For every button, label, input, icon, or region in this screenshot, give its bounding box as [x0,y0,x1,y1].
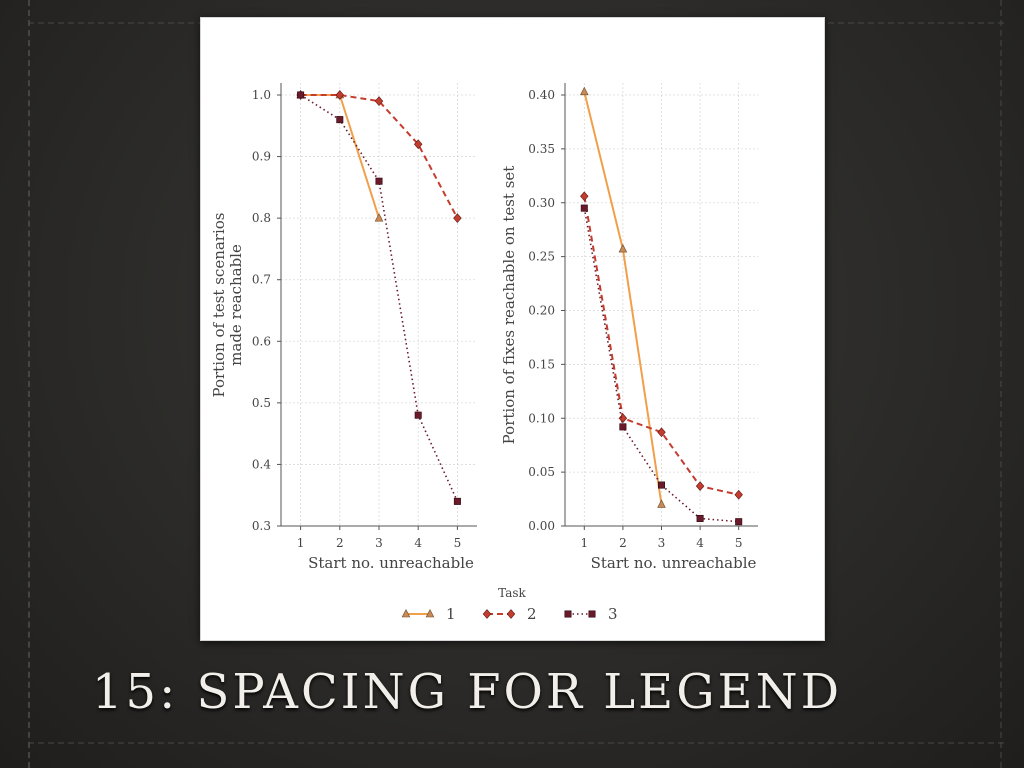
data-point-task-3 [657,481,665,489]
data-point-task-1 [374,213,384,222]
data-point-task-2 [414,139,423,150]
x-axis-label: Start no. unreachable [591,554,757,572]
y-axis-label: Portion of test scenariosmade reachable [210,213,245,398]
x-tick-label: 2 [619,536,627,550]
legend-label-task-2: 2 [527,605,537,623]
x-axis-label: Start no. unreachable [308,554,474,572]
y-tick-label: 0.20 [528,304,555,318]
x-tick-label: 3 [375,536,383,550]
x-tick-label: 1 [297,536,305,550]
y-tick-label: 0.5 [252,396,271,410]
slide-title: 15: SPACING FOR LEGEND [92,664,843,720]
y-tick-label: 0.3 [252,519,271,533]
series-line-task-3 [300,94,459,502]
x-tick-label: 5 [735,536,743,550]
x-tick-label: 4 [696,536,704,550]
legend-marker-task-1 [425,608,435,618]
legend: Task 1 2 3 [401,586,618,623]
figure-card: 0.3 0.4 0.5 0.6 0.7 0.8 0.9 1.0 1 2 3 4 5 Start no. u… [200,17,825,641]
legend-marker-task-2 [482,609,492,619]
legend-marker-task-1 [401,608,411,618]
data-point-task-1 [657,499,666,508]
series-line-task-2 [583,196,739,496]
data-point-task-2 [580,191,589,202]
y-tick-label: 0.15 [528,357,555,371]
data-point-task-2 [618,413,628,424]
legend-label-task-1: 1 [446,605,456,623]
data-point-task-3 [297,91,305,99]
x-tick-label: 5 [454,536,462,550]
y-tick-label: 0.10 [528,411,555,425]
data-point-task-2 [657,427,666,438]
legend-title: Task [498,586,526,600]
y-axis-label-line: Portion of test scenarios [210,213,228,398]
y-tick-label: 0.4 [252,457,271,471]
data-point-task-1 [618,244,628,253]
series-line-task-2 [300,94,459,219]
series-line-task-3 [583,207,739,523]
data-point-task-3 [619,423,627,431]
y-tick-label: 0.40 [528,88,555,102]
chart-figure: 0.3 0.4 0.5 0.6 0.7 0.8 0.9 1.0 1 2 3 4 5 Start no. u… [210,83,758,623]
y-axis-label-line: Portion of fixes reachable on test set [500,166,518,445]
y-tick-label: 1.0 [252,88,271,102]
y-tick-label: 0.30 [528,196,555,210]
x-tick-label: 3 [658,536,666,550]
x-tick-label: 1 [580,536,588,550]
y-axis-label: Portion of fixes reachable on test set [500,166,518,445]
y-tick-label: 0.05 [528,465,555,479]
data-point-task-2 [374,96,384,107]
y-tick-label: 0.00 [528,519,555,533]
data-point-task-3 [696,514,704,522]
y-tick-label: 0.25 [528,250,555,264]
series-line-task-1 [583,91,663,505]
x-tick-label: 2 [336,536,344,550]
data-point-task-2 [695,481,705,491]
right-stitching [1000,0,1004,768]
data-point-task-2 [453,213,462,224]
data-point-task-2 [335,90,344,100]
legend-marker-task-3 [564,610,572,618]
data-point-task-3 [336,116,344,124]
data-point-task-1 [580,86,589,96]
bottom-stitching [28,742,1004,746]
chart-right: 0.00 0.05 0.10 0.15 0.20 0.25 0.30 0.35 0.40 1 2 3 4… [500,83,758,572]
chart-left: 0.3 0.4 0.5 0.6 0.7 0.8 0.9 1.0 1 2 3 4 5 Start no. u… [210,83,477,572]
data-point-task-3 [580,204,588,212]
data-point-task-2 [734,489,743,500]
y-tick-label: 0.35 [528,142,555,156]
data-point-task-3 [414,411,422,419]
legend-label-task-3: 3 [608,605,618,623]
legend-marker-task-2 [506,609,516,619]
legend-marker-task-3 [588,610,596,618]
y-tick-label: 0.7 [252,273,271,287]
data-point-task-3 [453,497,461,505]
x-tick-label: 4 [414,536,422,550]
y-tick-label: 0.8 [252,211,271,225]
y-tick-label: 0.9 [252,150,271,164]
y-tick-label: 0.6 [252,334,271,348]
data-point-task-3 [735,518,743,526]
y-axis-label-line: made reachable [227,244,245,366]
data-point-task-3 [375,177,383,185]
left-stitching [28,0,32,768]
